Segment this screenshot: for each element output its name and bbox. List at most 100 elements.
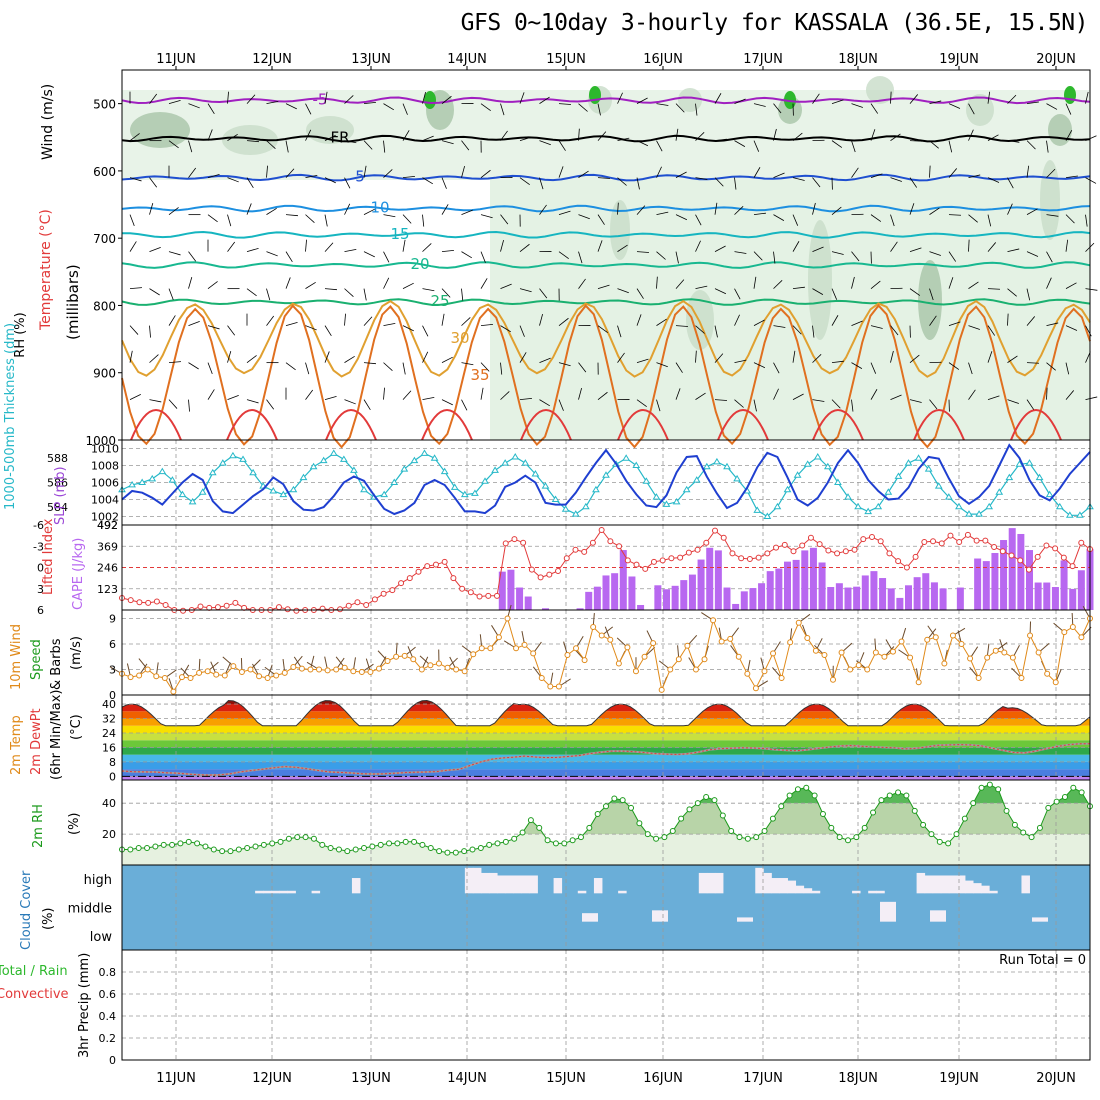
wind-barb bbox=[188, 399, 190, 412]
rh-point bbox=[970, 800, 977, 807]
lifted-point bbox=[746, 556, 753, 562]
cape-bar bbox=[930, 582, 938, 610]
lifted-point bbox=[467, 589, 474, 596]
wind-barb bbox=[285, 277, 291, 289]
wind-barb bbox=[1026, 399, 1035, 410]
thickness-point bbox=[410, 456, 419, 464]
wind-barb bbox=[929, 251, 941, 256]
wind-barb bbox=[149, 93, 158, 104]
ylabel-wind10: 10m Wind bbox=[9, 624, 24, 690]
cloud-high-gap bbox=[916, 872, 926, 894]
wind-barb bbox=[792, 132, 803, 141]
thickness-point bbox=[1055, 502, 1064, 510]
wind-barb bbox=[441, 313, 445, 326]
wind-barb bbox=[792, 241, 800, 252]
wind-barb bbox=[324, 395, 337, 401]
temp-band bbox=[122, 725, 1090, 733]
cape-bar bbox=[611, 573, 619, 610]
wind10-point bbox=[727, 635, 734, 642]
wind10-point bbox=[538, 675, 545, 681]
cape-bar bbox=[1077, 570, 1085, 610]
wind-barb bbox=[1065, 362, 1070, 375]
wind-barb bbox=[1026, 208, 1038, 215]
wind-barb bbox=[539, 140, 551, 146]
y-tick-label: 500 bbox=[93, 98, 116, 112]
isotherm-line bbox=[325, 409, 377, 441]
wind-barb bbox=[617, 202, 619, 215]
wind-barb bbox=[636, 358, 649, 364]
wind-barb bbox=[422, 135, 434, 142]
cloud-high-gap bbox=[755, 867, 764, 894]
lifted-point bbox=[807, 534, 814, 541]
wind-barb bbox=[500, 214, 509, 225]
wind-barb bbox=[168, 140, 179, 149]
wind-barb bbox=[773, 325, 786, 328]
cape-bar bbox=[542, 608, 549, 610]
wind-barb bbox=[948, 321, 961, 327]
cloud-high-gap bbox=[618, 890, 627, 894]
thickness-point bbox=[632, 461, 641, 468]
cloud-high-gap bbox=[577, 890, 587, 894]
wind-barb bbox=[344, 177, 351, 189]
lifted-point bbox=[991, 543, 998, 550]
lifted-point bbox=[511, 536, 518, 543]
rh-contour bbox=[1040, 160, 1060, 240]
wind-barb bbox=[344, 95, 354, 104]
wind-barb bbox=[578, 278, 586, 289]
cloud-high-gap bbox=[803, 888, 813, 894]
wind-barb bbox=[363, 101, 376, 105]
rh-point bbox=[995, 786, 1002, 793]
wind-barb bbox=[1026, 165, 1030, 178]
cape-bar bbox=[628, 576, 636, 610]
wind-barb bbox=[1007, 140, 1020, 143]
rh-point bbox=[444, 849, 451, 856]
cape-bar bbox=[809, 547, 817, 610]
wind-barb bbox=[519, 397, 532, 401]
thickness-point bbox=[269, 487, 278, 494]
wind10-point bbox=[778, 675, 785, 681]
wind-barb bbox=[1046, 103, 1058, 110]
thickness-point bbox=[955, 502, 963, 510]
wind-barb bbox=[305, 362, 310, 375]
rh-point bbox=[794, 786, 801, 793]
cape-bar bbox=[1034, 582, 1042, 610]
wind-barb bbox=[558, 140, 566, 151]
wind-barb bbox=[714, 177, 724, 187]
date-label-bottom: 16JUN bbox=[643, 1071, 683, 1086]
wind-barb bbox=[656, 140, 663, 152]
lifted-point bbox=[781, 541, 788, 548]
lifted-point bbox=[380, 590, 387, 597]
isotherm-line bbox=[121, 96, 1091, 105]
rh-point bbox=[886, 792, 893, 799]
wind10-point bbox=[615, 660, 622, 667]
wind-barb bbox=[578, 128, 580, 141]
cloud-middle-gap bbox=[880, 901, 896, 922]
rh-point bbox=[911, 807, 918, 814]
wind-barb bbox=[129, 287, 142, 290]
rh-contour bbox=[918, 260, 942, 340]
lifted-point bbox=[389, 587, 396, 594]
thickness-point bbox=[339, 455, 348, 462]
wind-barb bbox=[461, 399, 468, 411]
wind-barb bbox=[246, 355, 257, 363]
lifted-point bbox=[398, 580, 405, 587]
thickness-point bbox=[713, 457, 721, 465]
isotherm-line bbox=[717, 409, 769, 441]
cloud-high-gap bbox=[593, 878, 603, 894]
wind-barb bbox=[695, 392, 706, 400]
lifted-point bbox=[502, 540, 509, 547]
wind-barb bbox=[246, 177, 254, 189]
date-label-top: 11JUN bbox=[156, 52, 196, 67]
cloud-high-gap bbox=[787, 880, 797, 894]
thickness-point bbox=[823, 462, 832, 470]
lifted-point bbox=[930, 538, 937, 545]
wind10-point bbox=[889, 648, 896, 655]
rh-point bbox=[603, 803, 609, 810]
rh-point bbox=[694, 800, 701, 807]
cape-bar bbox=[922, 573, 930, 610]
ylabel-temp-units: (°C) bbox=[69, 714, 84, 740]
wind-barb bbox=[831, 315, 839, 326]
date-label-bottom: 17JUN bbox=[743, 1071, 783, 1086]
thickness-point bbox=[864, 507, 873, 515]
wind-barb bbox=[363, 251, 375, 258]
